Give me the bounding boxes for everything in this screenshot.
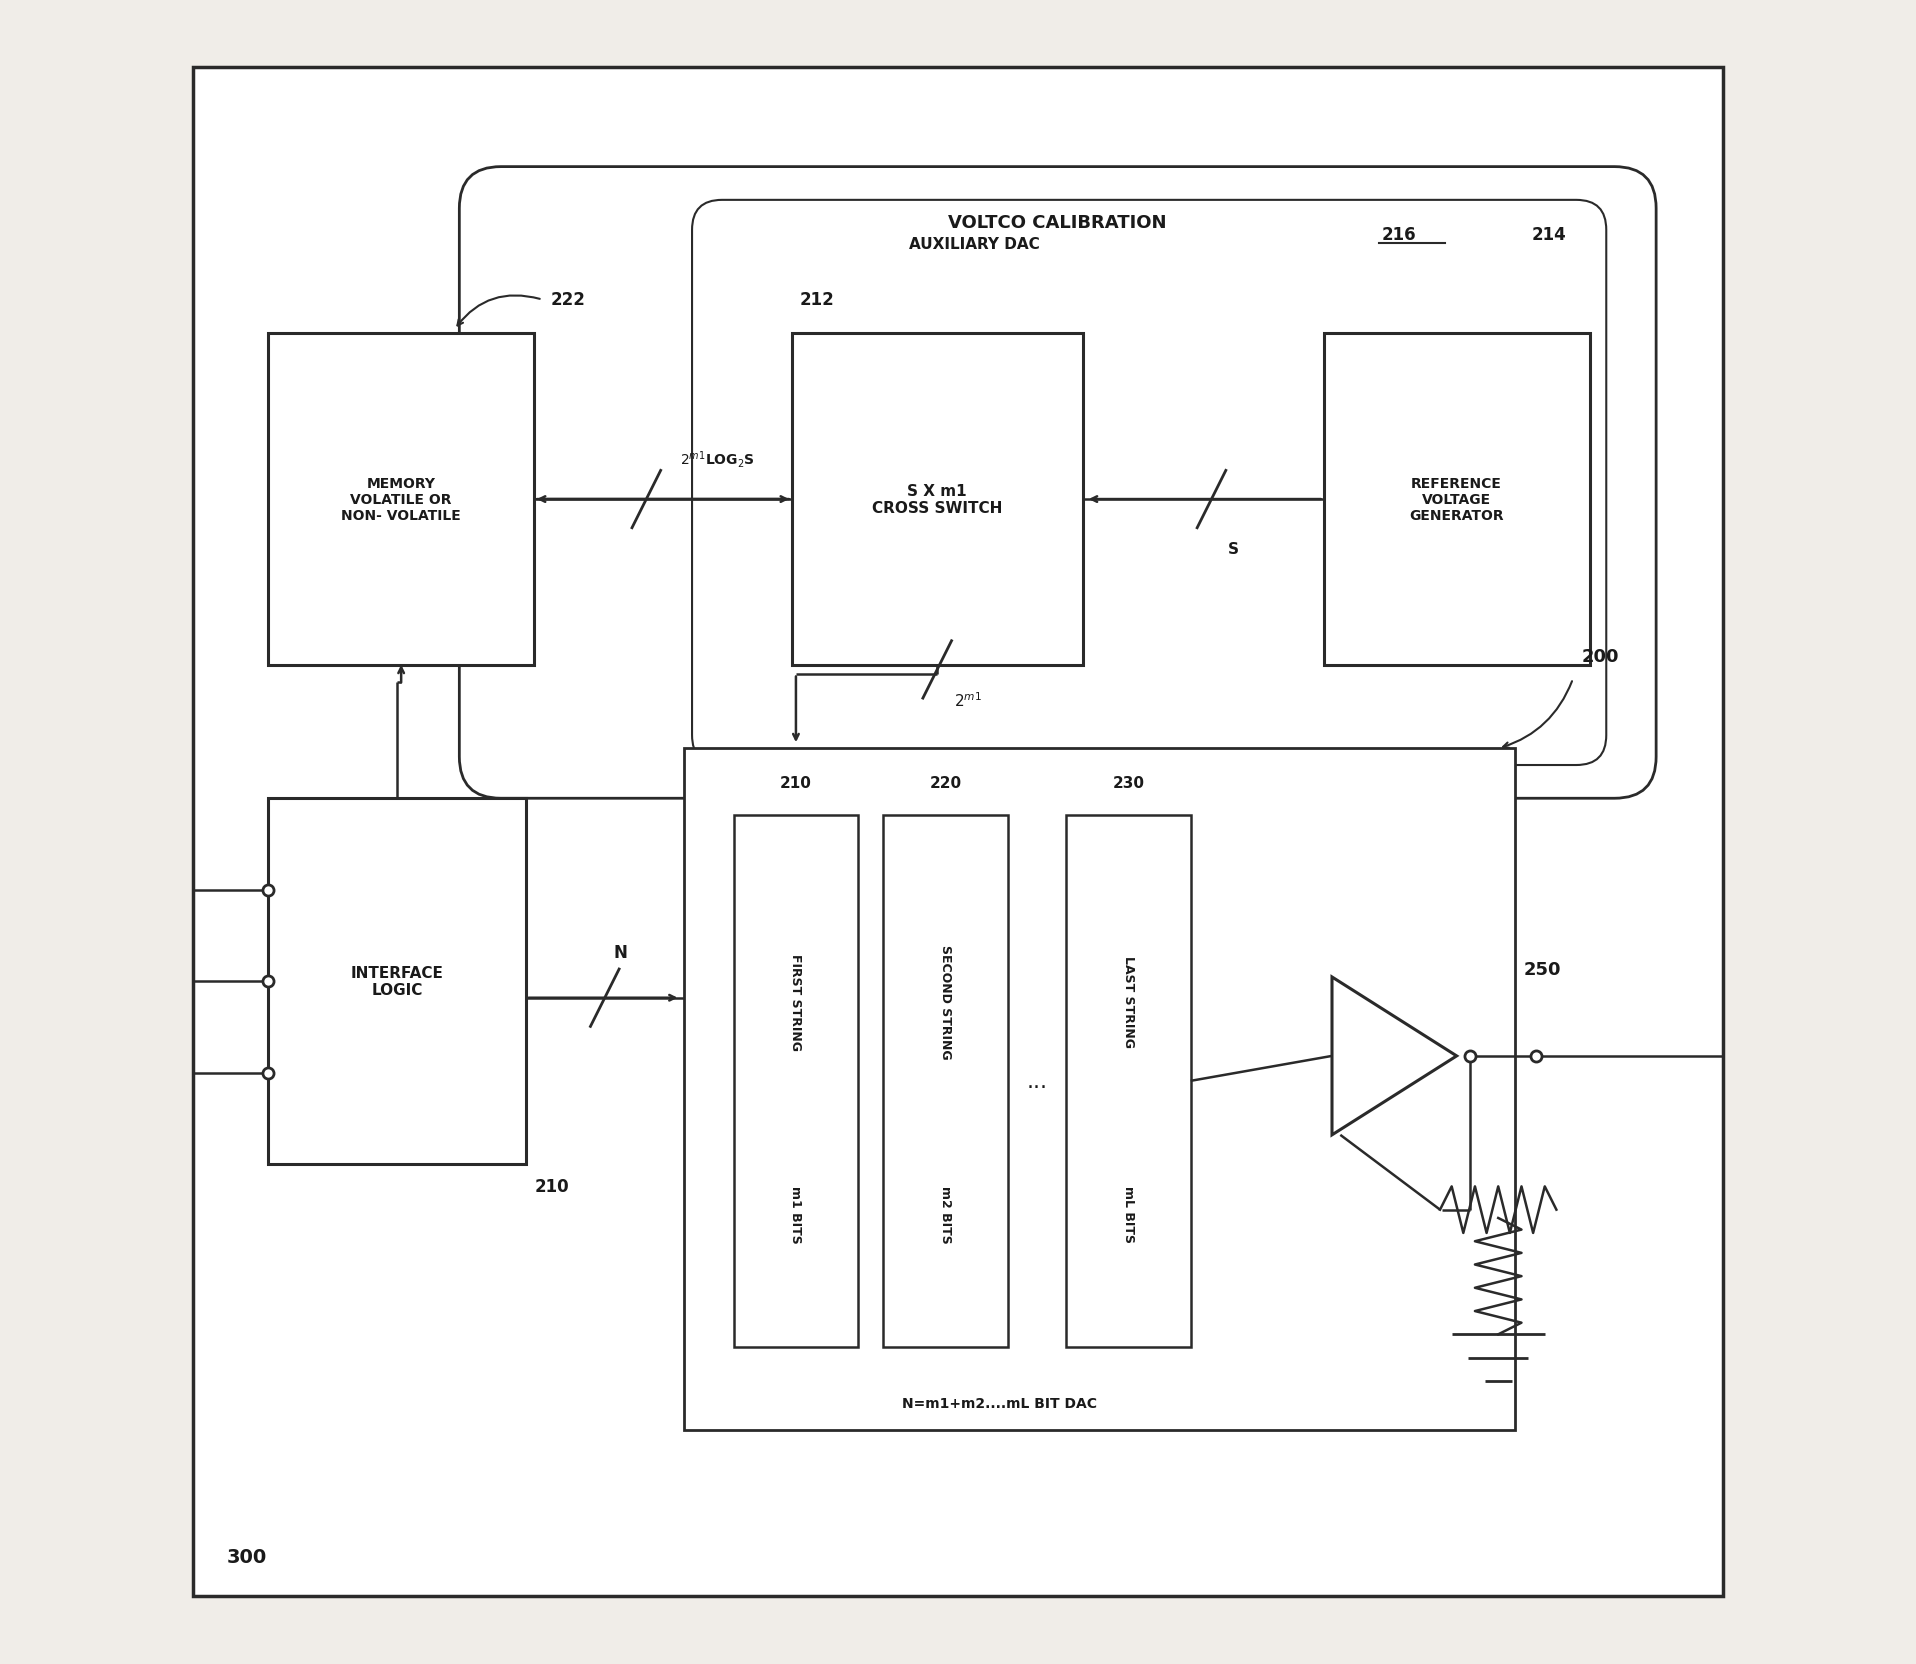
Text: FIRST STRING: FIRST STRING — [789, 953, 803, 1050]
Text: LAST STRING: LAST STRING — [1123, 955, 1134, 1047]
Bar — [684, 749, 1516, 1429]
Text: S X m1
CROSS SWITCH: S X m1 CROSS SWITCH — [872, 484, 1002, 516]
Text: S: S — [1228, 541, 1240, 556]
Text: 210: 210 — [780, 775, 812, 790]
Text: 212: 212 — [801, 291, 835, 310]
Text: AUXILIARY DAC: AUXILIARY DAC — [910, 238, 1040, 253]
Text: 222: 222 — [550, 291, 586, 310]
Text: 250: 250 — [1523, 960, 1562, 978]
Bar — [1065, 815, 1190, 1346]
Bar — [883, 815, 1008, 1346]
Text: m2 BITS: m2 BITS — [939, 1185, 952, 1243]
Text: INTERFACE
LOGIC: INTERFACE LOGIC — [351, 965, 443, 998]
Text: SECOND STRING: SECOND STRING — [939, 943, 952, 1058]
Text: 230: 230 — [1113, 775, 1144, 790]
Text: 300: 300 — [226, 1548, 266, 1566]
Bar — [1324, 334, 1590, 666]
Text: MEMORY
VOLATILE OR
NON- VOLATILE: MEMORY VOLATILE OR NON- VOLATILE — [341, 476, 462, 522]
Bar — [268, 799, 525, 1165]
FancyBboxPatch shape — [692, 201, 1606, 765]
Text: m1 BITS: m1 BITS — [789, 1185, 803, 1243]
FancyBboxPatch shape — [460, 168, 1655, 799]
Text: 210: 210 — [535, 1178, 569, 1195]
Text: 216: 216 — [1381, 226, 1416, 243]
Text: N: N — [613, 943, 627, 962]
Bar — [734, 815, 858, 1346]
Bar — [268, 334, 535, 666]
Text: REFERENCE
VOLTAGE
GENERATOR: REFERENCE VOLTAGE GENERATOR — [1410, 476, 1504, 522]
Text: 220: 220 — [929, 775, 962, 790]
Text: $2^{m1}$LOG$_2$S: $2^{m1}$LOG$_2$S — [680, 449, 755, 469]
Bar — [791, 334, 1083, 666]
Text: ...: ... — [1027, 1072, 1048, 1092]
Text: VOLTCO CALIBRATION: VOLTCO CALIBRATION — [948, 215, 1167, 231]
Text: mL BITS: mL BITS — [1123, 1185, 1134, 1243]
Text: N=m1+m2....mL BIT DAC: N=m1+m2....mL BIT DAC — [902, 1396, 1098, 1409]
Text: 214: 214 — [1531, 226, 1565, 243]
Text: $2^{m1}$: $2^{m1}$ — [954, 691, 981, 709]
Text: 200: 200 — [1581, 647, 1619, 666]
